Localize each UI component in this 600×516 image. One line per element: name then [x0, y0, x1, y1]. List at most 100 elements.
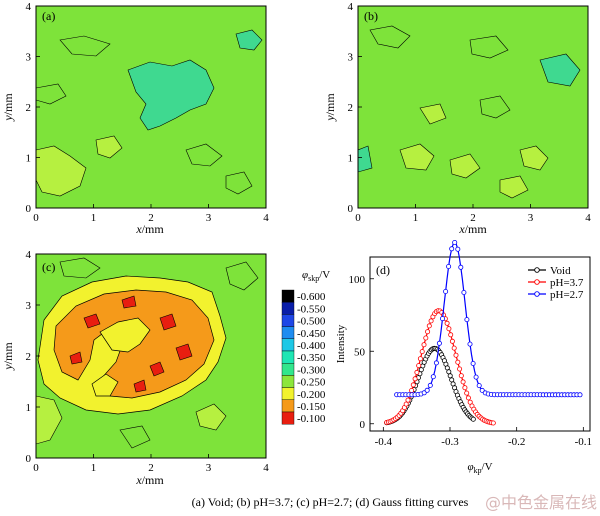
plot-d-xtick-label: -0.1 [575, 436, 592, 448]
map-b-light-patch-5 [419, 103, 447, 125]
series-2-point [461, 289, 467, 295]
series-1-point [423, 335, 429, 341]
series-2-point [464, 317, 470, 323]
series-2-point [473, 374, 479, 380]
plot-b-ylabel: y/mm [323, 93, 337, 122]
plot-b-ticks: 0 1 2 3 4 0 1 2 3 4 [348, 1, 592, 224]
colorbar-swatch [281, 399, 295, 413]
plot-d-xlabel: φkp/V [467, 461, 492, 475]
series-1-point [460, 379, 466, 385]
colorbar-swatch [281, 326, 295, 340]
plot-d-xtick-label: -0.3 [441, 436, 459, 448]
plot-b-xtick-label: 1 [413, 212, 419, 224]
series-1-point [449, 338, 455, 344]
series-2-point [430, 374, 436, 380]
map-a-contour-line [36, 35, 111, 105]
colorbar-swatch [281, 363, 295, 376]
plot-a-ylabel: y/mm [1, 93, 15, 122]
map-b-contour-line-2 [479, 95, 511, 119]
colorbar-label: -0.600 [297, 291, 326, 303]
plot-b-xtick-label: 4 [585, 212, 591, 224]
series-1-point [457, 366, 463, 372]
panel-c: (c) 0 1 2 3 4 0 1 2 3 4 x/mm y/mm [1, 249, 269, 487]
plot-d-xtick-label: -0.4 [375, 436, 393, 448]
map-b-light-patch-3 [519, 145, 549, 171]
panel-a: (a) 0 1 2 3 4 0 1 2 3 4 x/mm y/mm [1, 1, 269, 236]
colorbar-swatch [281, 375, 295, 388]
panel-b: (b) 0 1 2 3 4 0 1 2 3 4 x/mm y/mm [323, 1, 591, 236]
plot-d-ylabel: Intensity [335, 324, 347, 363]
panel-a-label: (a) [42, 9, 55, 23]
plot-d-ytick-label: 0 [360, 419, 366, 431]
map-a-light-patch-2 [95, 135, 123, 159]
colorbar: φskp/V -0.600-0.550-0.500-0.450-0.400-0.… [281, 269, 330, 425]
panel-d-label: (d) [376, 263, 390, 277]
colorbar-title: φskp/V [302, 269, 330, 283]
plot-c-ytick-label: 2 [26, 351, 32, 363]
series-2-point [443, 288, 449, 294]
map-c-contour-line [59, 257, 259, 449]
plot-c-ytick-label: 1 [26, 402, 32, 414]
plot-c-ticks: 0 1 2 3 4 0 1 2 3 4 [26, 249, 270, 474]
plot-b-ytick-label: 3 [348, 52, 354, 64]
series-2-point [455, 246, 461, 252]
plot-b-xtick-label: 2 [470, 212, 476, 224]
colorbar-label: -0.250 [297, 377, 326, 389]
plot-a-ticks: 0 1 2 3 4 0 1 2 3 4 [26, 1, 270, 224]
colorbar-label: -0.200 [297, 389, 326, 401]
series-1-point [425, 329, 431, 335]
series-1-point [414, 369, 420, 375]
plot-a-ytick-label: 0 [26, 203, 32, 215]
series-1-point [417, 356, 423, 362]
map-a-light-patch [36, 145, 87, 197]
plot-a-ytick-label: 1 [26, 153, 32, 165]
plot-a-xtick-label: 2 [148, 212, 154, 224]
panel-b-label: (b) [364, 9, 378, 23]
plot-b-ytick-label: 1 [348, 153, 354, 165]
map-c-light-patch [36, 395, 63, 445]
plot-b-xtick-label: 0 [355, 212, 361, 224]
map-b-light-patch [399, 143, 435, 171]
map-c-red-spot-2 [121, 295, 137, 309]
series-1-point [426, 323, 432, 329]
map-b-teal-patch [539, 53, 581, 87]
map-a-teal-region [127, 59, 215, 131]
plot-d-ticks: -0.4 -0.3 -0.2 -0.1 0 50 100 [349, 274, 593, 448]
series-1-point [464, 390, 470, 396]
plot-c-xlabel: x/mm [135, 473, 164, 487]
watermark: @中色金属在线 [485, 493, 597, 512]
map-c-light-patch-2 [195, 403, 227, 431]
legend-label: pH=2.7 [550, 289, 584, 301]
series-1-point [458, 373, 464, 379]
map-c-yellow-inner [99, 317, 151, 353]
colorbar-label: -0.400 [297, 340, 326, 352]
colorbar-label: -0.100 [297, 413, 326, 425]
plot-c-ytick-label: 3 [26, 300, 32, 312]
series-1-point [462, 385, 468, 391]
map-a-contour-line-2 [185, 143, 253, 195]
series-0-point [447, 373, 453, 379]
panel-d: (d) -0.4 -0.3 -0.2 -0.1 0 50 100 VoidpH=3.7pH=… [335, 239, 593, 475]
series-0-point [470, 416, 476, 422]
series-1-point [428, 318, 434, 324]
series-1-point [444, 320, 450, 326]
legend-marker [534, 279, 540, 285]
plot-a-ytick-label: 2 [26, 102, 32, 114]
plot-a-xlabel: x/mm [135, 222, 164, 236]
plot-c-ytick-label: 4 [26, 249, 32, 261]
colorbar-swatch [281, 289, 295, 303]
series-1-point [421, 342, 427, 348]
plot-c-xtick-label: 3 [206, 462, 212, 474]
map-c-yellow-inner-2 [91, 373, 119, 397]
series-1-point [453, 352, 459, 358]
map-c-red-spot-6 [69, 351, 83, 365]
series-1-point [448, 332, 454, 338]
colorbar-swatch [281, 411, 295, 425]
plot-b-xlabel: x/mm [458, 222, 487, 236]
map-a-teal-patch [235, 29, 263, 51]
series-2-point [427, 382, 433, 388]
series-2-point [577, 392, 583, 398]
plot-c-ytick-label: 0 [26, 453, 32, 465]
